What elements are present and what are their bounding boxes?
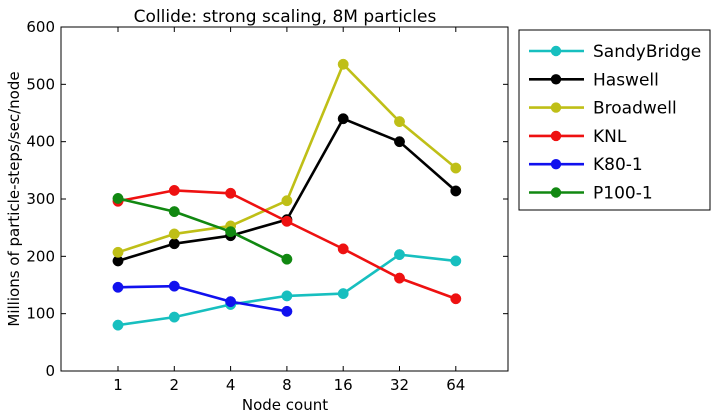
legend-entry: Broadwell <box>529 99 677 119</box>
y-tick-label: 100 <box>26 305 55 323</box>
data-point <box>281 195 293 207</box>
data-point <box>168 184 180 196</box>
series-haswell <box>112 113 462 267</box>
data-point <box>281 305 293 317</box>
data-point <box>168 238 180 250</box>
y-tick-label: 500 <box>26 75 55 93</box>
legend-entry: Haswell <box>529 70 659 90</box>
data-point <box>168 206 180 218</box>
legend: SandyBridge Haswell Broadwell KNL K80-1 P100-… <box>518 29 711 211</box>
data-point <box>281 290 293 302</box>
data-point <box>112 246 124 258</box>
data-point <box>337 243 349 255</box>
data-point <box>225 187 237 199</box>
x-tick-label: 2 <box>170 376 180 394</box>
data-point <box>168 280 180 292</box>
legend-label: P100-1 <box>593 184 653 204</box>
series-k80-1 <box>112 280 293 317</box>
x-tick-label: 1 <box>113 376 123 394</box>
x-tick-label: 4 <box>226 376 236 394</box>
data-point <box>281 215 293 227</box>
data-point <box>450 255 462 267</box>
legend-marker <box>550 187 562 198</box>
series-broadwell <box>112 58 462 258</box>
chart-title: Collide: strong scaling, 8M particles <box>134 7 437 27</box>
series-line <box>117 197 288 261</box>
y-tick-label: 0 <box>45 362 55 380</box>
y-tick-label: 300 <box>26 190 55 208</box>
legend-marker <box>550 45 562 57</box>
y-tick-label: 600 <box>26 18 55 36</box>
y-axis-label: Millions of particle-steps/sec/node <box>5 71 23 326</box>
data-point <box>168 311 180 323</box>
data-point <box>394 136 405 148</box>
legend-marker <box>550 130 562 142</box>
legend-label: Haswell <box>593 70 659 90</box>
legend-entry: K80-1 <box>529 155 643 175</box>
series-p100-1 <box>112 192 293 265</box>
data-point <box>225 296 237 308</box>
x-tick-label: 8 <box>282 376 292 394</box>
legend-label: Broadwell <box>593 99 677 119</box>
data-point <box>112 281 124 293</box>
x-tick-label: 64 <box>446 376 465 394</box>
legend-entry: SandyBridge <box>529 42 701 62</box>
axis-ticks: 0 100 200 300 400 500 600 1 2 4 8 16 32 64 <box>26 18 508 394</box>
series-line <box>117 117 457 263</box>
data-point <box>225 226 237 238</box>
data-point <box>450 185 462 197</box>
legend-label: KNL <box>593 127 627 147</box>
data-point <box>168 228 180 240</box>
legend-marker <box>550 74 562 85</box>
legend-marker <box>550 159 562 170</box>
data-point <box>112 192 124 204</box>
data-point <box>112 319 124 331</box>
data-point <box>450 293 462 305</box>
plot-area <box>112 58 462 331</box>
data-point <box>337 288 349 300</box>
legend-entry: KNL <box>529 127 627 147</box>
x-tick-label: 16 <box>334 376 353 394</box>
legend-marker <box>550 102 562 113</box>
data-point <box>394 249 405 261</box>
series-sandybridge <box>112 249 462 331</box>
data-point <box>337 58 349 70</box>
y-tick-label: 200 <box>26 247 55 265</box>
data-point <box>394 116 405 128</box>
y-tick-label: 400 <box>26 133 55 151</box>
data-point <box>450 162 462 174</box>
legend-entry: P100-1 <box>529 184 653 204</box>
legend-frame <box>518 29 711 211</box>
data-point <box>281 253 293 265</box>
legend-label: SandyBridge <box>593 42 701 62</box>
legend-label: K80-1 <box>593 155 643 175</box>
data-point <box>394 272 405 284</box>
series-line <box>117 284 288 313</box>
x-tick-label: 32 <box>390 376 409 394</box>
data-point <box>337 113 349 125</box>
x-axis-label: Node count <box>242 396 328 414</box>
